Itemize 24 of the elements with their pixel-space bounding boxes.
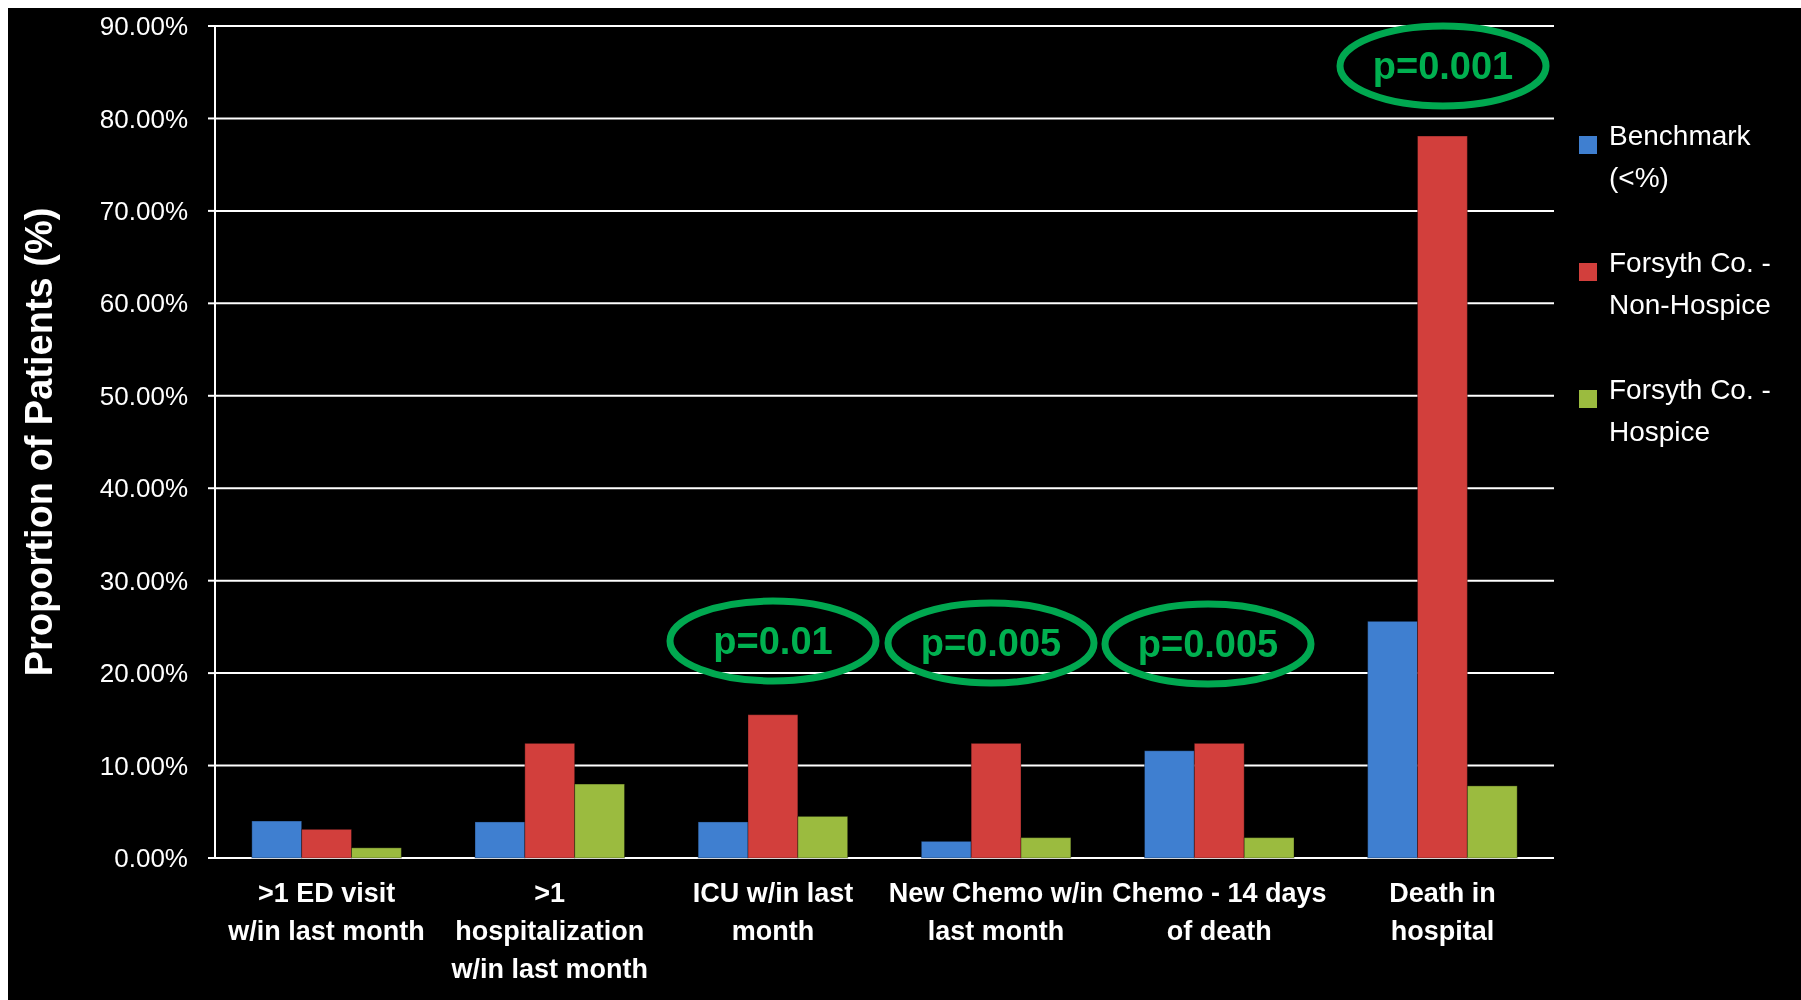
x-tick-label: Death in hospital xyxy=(1389,878,1496,946)
x-tick-label: >1 ED visit w/in last month xyxy=(227,878,425,946)
legend-label: Forsyth Co. - Hospice xyxy=(1609,374,1771,447)
annotation: p=0.001 xyxy=(1372,45,1514,88)
y-tick-label: 90.00% xyxy=(99,11,188,42)
x-tick-label: New Chemo w/in last month xyxy=(888,878,1104,946)
y-axis-title: Proportion of Patients (%) xyxy=(18,207,60,677)
y-tick-label: 40.00% xyxy=(99,473,188,504)
y-tick-label: 60.00% xyxy=(99,288,188,319)
y-tick-label: 70.00% xyxy=(99,195,188,226)
y-tick-label: 80.00% xyxy=(99,103,188,134)
annotation: p=0.005 xyxy=(1137,623,1279,666)
y-tick-label: 50.00% xyxy=(99,380,188,411)
legend-label: Forsyth Co. - Non-Hospice xyxy=(1609,247,1771,320)
y-tick-label: 10.00% xyxy=(99,750,188,781)
legend-label: Benchmark (<%) xyxy=(1609,120,1752,193)
x-tick-label: Chemo - 14 days of death xyxy=(1111,878,1327,946)
annotation: p=0.005 xyxy=(920,622,1062,665)
y-tick-label: 20.00% xyxy=(99,658,188,689)
x-tick-label: ICU w/in last month xyxy=(692,878,854,946)
annotation: p=0.01 xyxy=(713,620,833,663)
y-tick-label: 30.00% xyxy=(99,565,188,596)
y-tick-label: 0.00% xyxy=(114,843,188,874)
x-tick-label: >1 hospitalization w/in last month xyxy=(450,878,649,984)
